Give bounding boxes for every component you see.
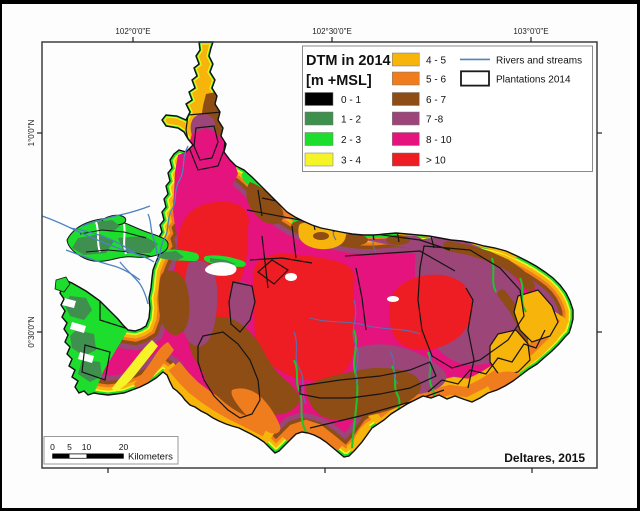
svg-text:20: 20 bbox=[119, 442, 129, 452]
svg-text:Kilometers: Kilometers bbox=[128, 452, 173, 463]
svg-text:103°0'0"E: 103°0'0"E bbox=[513, 27, 548, 36]
svg-text:8 - 10: 8 - 10 bbox=[426, 135, 452, 146]
svg-text:DTM in 2014: DTM in 2014 bbox=[306, 53, 391, 69]
svg-text:[m +MSL]: [m +MSL] bbox=[306, 73, 372, 89]
svg-text:0: 0 bbox=[50, 442, 55, 452]
svg-text:102°30'0"E: 102°30'0"E bbox=[312, 27, 352, 36]
svg-text:102°0'0"E: 102°0'0"E bbox=[115, 27, 150, 36]
svg-text:1°0'0"N: 1°0'0"N bbox=[27, 119, 36, 146]
svg-text:6 - 7: 6 - 7 bbox=[426, 95, 446, 106]
svg-text:0°30'0"N: 0°30'0"N bbox=[27, 316, 36, 347]
svg-text:> 10: > 10 bbox=[426, 156, 446, 167]
svg-text:7 -8: 7 -8 bbox=[426, 115, 444, 126]
svg-text:2 - 3: 2 - 3 bbox=[341, 135, 361, 146]
svg-text:1 - 2: 1 - 2 bbox=[341, 115, 361, 126]
svg-text:0 - 1: 0 - 1 bbox=[341, 95, 361, 106]
svg-text:5 - 6: 5 - 6 bbox=[426, 75, 446, 86]
svg-text:4 - 5: 4 - 5 bbox=[426, 56, 446, 67]
svg-text:Plantations 2014: Plantations 2014 bbox=[496, 75, 571, 86]
svg-text:3 - 4: 3 - 4 bbox=[341, 156, 361, 167]
svg-text:Deltares, 2015: Deltares, 2015 bbox=[504, 451, 585, 465]
svg-text:Rivers and streams: Rivers and streams bbox=[496, 56, 582, 67]
svg-text:5: 5 bbox=[67, 442, 72, 452]
svg-text:10: 10 bbox=[82, 442, 92, 452]
